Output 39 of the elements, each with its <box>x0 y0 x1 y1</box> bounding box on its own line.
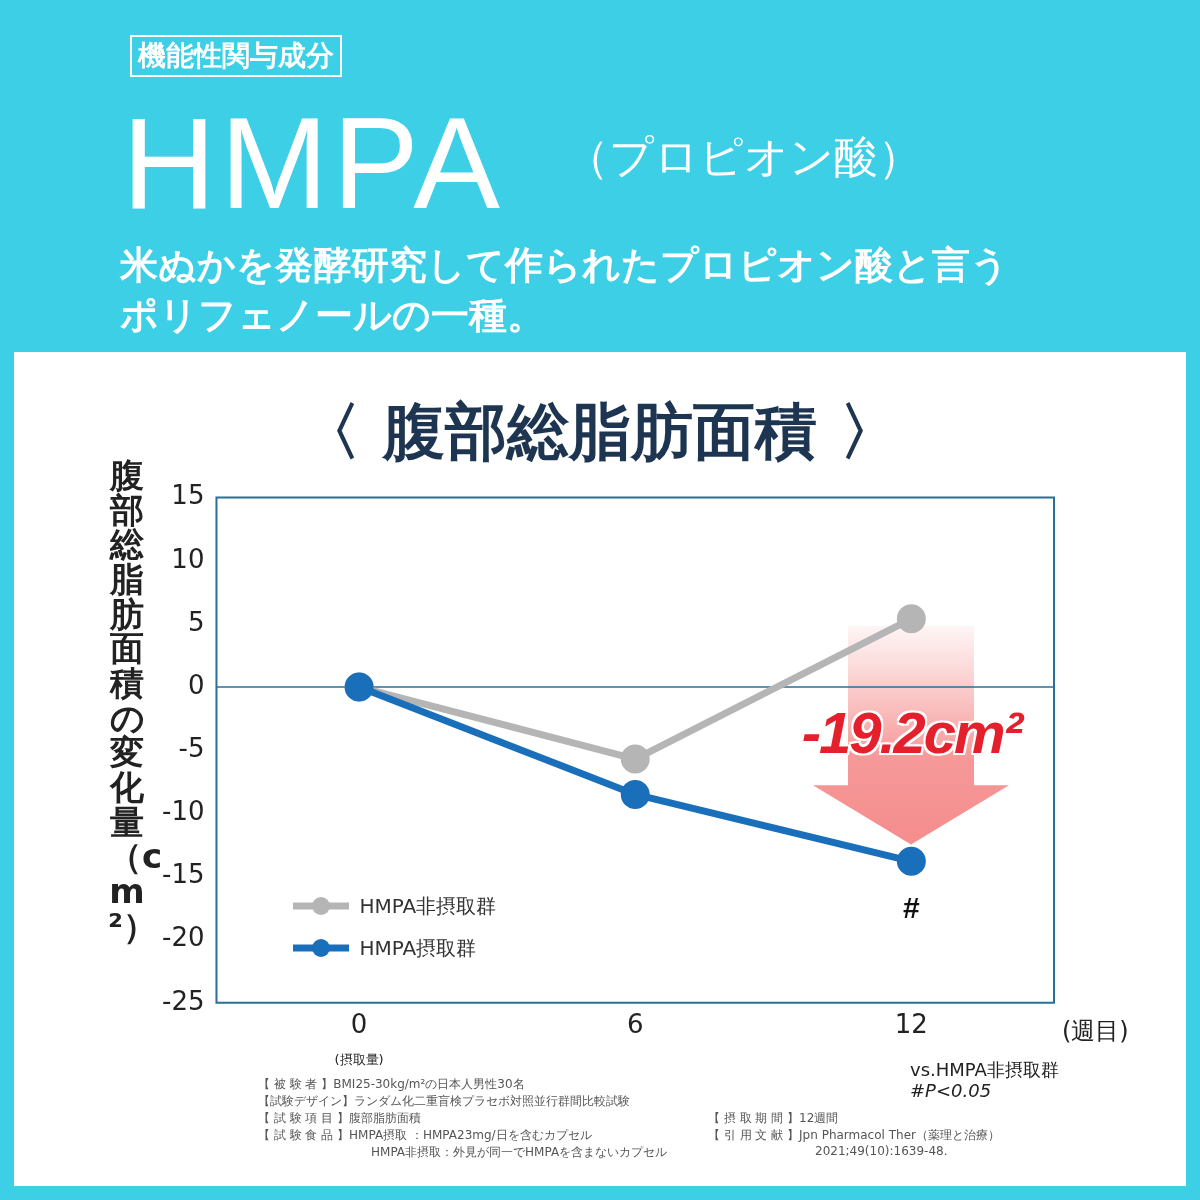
text: (摂取量) <box>333 1050 385 1069</box>
text: （プロピオン酸） <box>565 130 922 184</box>
y-tick-label: -10 <box>162 796 205 827</box>
x-tick-label: 6 <box>626 1009 644 1040</box>
y-tick-label: -5 <box>178 732 205 763</box>
text: 米ぬかを発酵研究して作られたプロピオン酸と言う <box>120 242 1009 289</box>
point <box>620 744 650 774</box>
y-tick-label: 5 <box>187 606 205 637</box>
y-tick-label: -15 <box>162 859 205 890</box>
y-tick-label: -25 <box>162 985 205 1016</box>
text: 【 被 験 者 】BMI25-30kg/m²の日本人男性30名 <box>258 1076 525 1093</box>
x-tick-label: 0 <box>350 1009 368 1040</box>
text: 【 摂 取 期 間 】12週間 <box>708 1110 839 1127</box>
text: 【 引 用 文 献 】Jpn Pharmacol Ther（薬理と治療） <box>708 1127 1000 1144</box>
text: 腹部総脂肪面積の変化量（cm²） <box>108 455 163 946</box>
y-tick-label: 10 <box>171 543 205 574</box>
text: ポリフェノールの一種。 <box>120 292 545 339</box>
text: HMPA非摂取：外見が同一でHMPAを含まないカプセル <box>371 1144 668 1161</box>
point <box>896 846 926 876</box>
text: #P<0.05 <box>910 1080 992 1101</box>
point <box>896 604 926 634</box>
y-tick-label: 15 <box>171 480 205 511</box>
y-tick-label: 0 <box>187 669 205 700</box>
text: 【 試 験 食 品 】HMPA摂取 ：HMPA23mg/日を含むカプセル <box>258 1127 592 1144</box>
text: 2021;49(10):1639-48. <box>815 1144 948 1158</box>
chart-title: 〈 腹部総脂肪面積 〉 <box>299 395 901 468</box>
legend-label: HMPA非摂取群 <box>359 892 497 920</box>
y-tick-label: -20 <box>162 922 205 953</box>
text: 【試験デザイン】ランダム化二重盲検プラセボ対照並行群間比較試験 <box>258 1093 630 1110</box>
x-tick-label: 12 <box>894 1009 928 1040</box>
text: HMPA <box>122 89 504 238</box>
x-axis-title: (週目) <box>1062 1015 1129 1047</box>
legend-label: HMPA摂取群 <box>359 934 477 962</box>
annotation: -19.2cm² <box>800 699 1025 767</box>
text: 【 試 験 項 目 】腹部脂肪面積 <box>258 1110 422 1127</box>
text: vs.HMPA非摂取群 <box>910 1058 1059 1082</box>
text: 機能性関与成分 <box>130 35 342 77</box>
annotation: # <box>902 891 921 926</box>
point <box>620 779 650 809</box>
